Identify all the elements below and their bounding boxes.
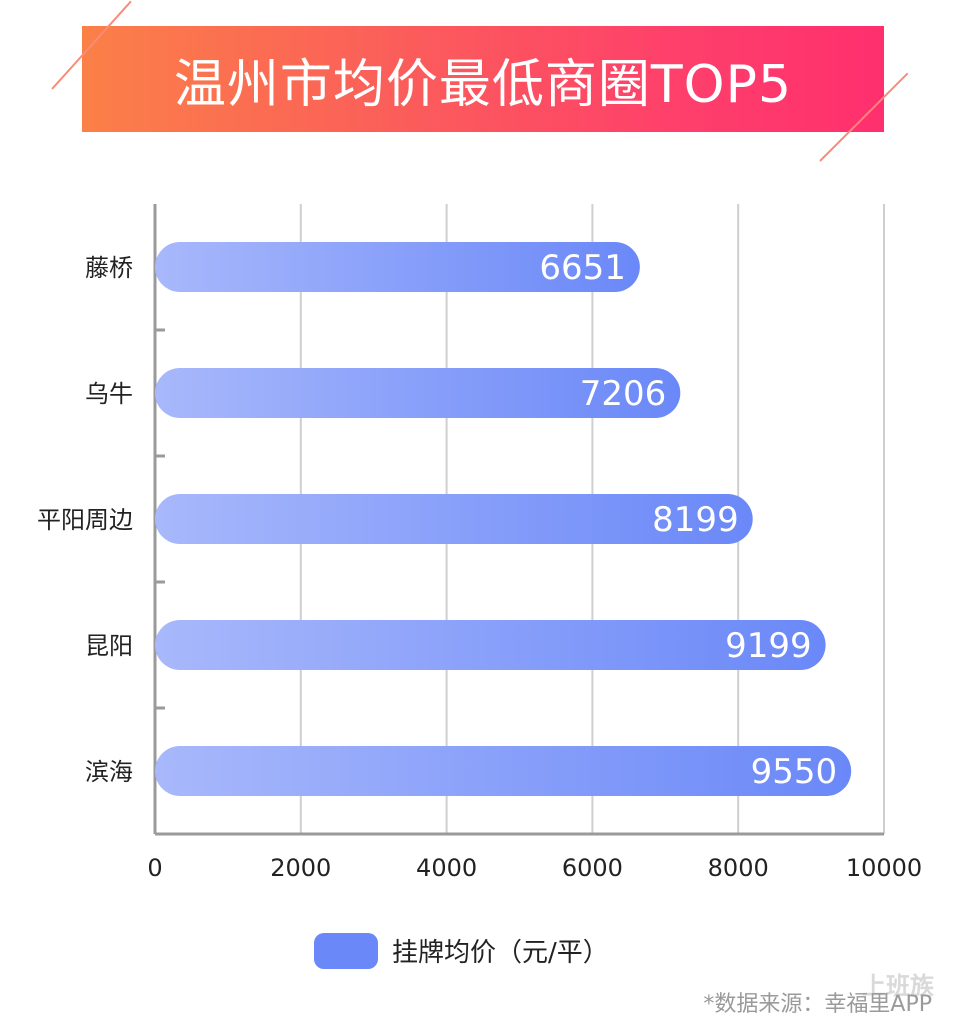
chart-title: 温州市均价最低商圈TOP5: [173, 54, 793, 115]
data-label: 6651: [539, 248, 626, 288]
x-tick-label: 4000: [416, 854, 477, 882]
labels: 0 2000 4000 6000 8000 10000 藤桥 6651 乌牛 7206 平阳周边 81…: [37, 248, 922, 882]
category-label: 藤桥: [85, 254, 133, 282]
x-tick-label: 0: [147, 854, 162, 882]
watermark: 上班族: [862, 972, 934, 1000]
title-banner: 温州市均价最低商圈TOP5: [82, 26, 884, 132]
x-tick-label: 2000: [270, 854, 331, 882]
category-label: 乌牛: [85, 380, 133, 408]
bars: [155, 242, 852, 796]
category-label: 平阳周边: [37, 506, 133, 534]
bar: [155, 368, 681, 418]
bar: [155, 746, 852, 796]
legend: 挂牌均价（元/平）: [314, 932, 609, 969]
bar: [155, 242, 640, 292]
x-tick-label: 10000: [846, 854, 922, 882]
category-label: 滨海: [85, 758, 133, 786]
source-note: *数据来源：幸福里APP: [703, 992, 932, 1017]
x-tick-label: 8000: [708, 854, 769, 882]
category-label: 昆阳: [85, 632, 133, 660]
data-label: 9550: [751, 752, 838, 792]
legend-swatch: [314, 932, 378, 969]
legend-label: 挂牌均价（元/平）: [392, 938, 609, 968]
data-label: 8199: [652, 500, 739, 540]
data-label: 7206: [580, 374, 667, 414]
x-tick-label: 6000: [562, 854, 623, 882]
bar: [155, 620, 826, 670]
data-label: 9199: [725, 626, 812, 666]
bar: [155, 494, 753, 544]
